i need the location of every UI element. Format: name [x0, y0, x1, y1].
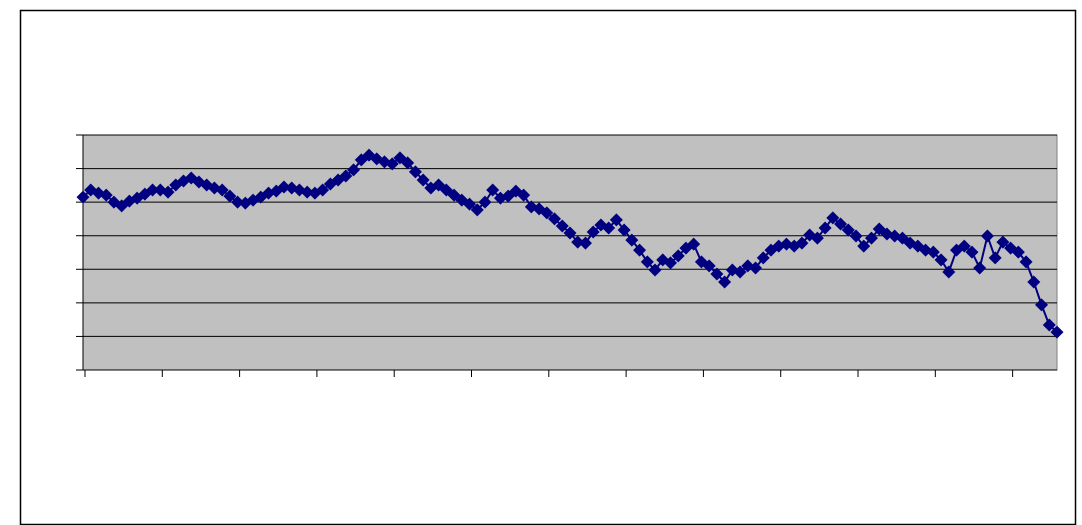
data-point: [470, 203, 484, 217]
data-point: [841, 223, 855, 237]
data-point: [1011, 245, 1025, 259]
data-point: [633, 243, 647, 257]
data-point: [347, 163, 361, 177]
data-point: [663, 256, 677, 270]
data-point: [826, 211, 840, 225]
data-point: [957, 239, 971, 253]
data-point: [756, 251, 770, 265]
data-point: [702, 259, 716, 273]
data-point: [671, 249, 685, 263]
data-point: [834, 217, 848, 231]
data-point: [246, 193, 260, 207]
data-point: [609, 213, 623, 227]
data-point: [973, 261, 987, 275]
data-point: [277, 180, 291, 194]
data-point: [555, 219, 569, 233]
data-point: [578, 236, 592, 250]
data-point: [687, 237, 701, 251]
data-point: [478, 195, 492, 209]
data-point: [749, 261, 763, 275]
data-point: [818, 221, 832, 235]
data-point: [385, 157, 399, 171]
data-point: [339, 169, 353, 183]
data-point: [501, 189, 515, 203]
data-point: [76, 190, 90, 204]
data-point: [571, 235, 585, 249]
data-point: [648, 263, 662, 277]
data-point: [617, 223, 631, 237]
data-point: [586, 225, 600, 239]
data-point: [934, 253, 948, 267]
data-point: [540, 206, 554, 220]
data-point: [810, 231, 824, 245]
data-point: [548, 212, 562, 226]
data-point: [408, 165, 422, 179]
data-point: [640, 255, 654, 269]
data-point: [223, 189, 237, 203]
data-point: [988, 251, 1002, 265]
data-point: [99, 188, 113, 202]
data-point: [1050, 325, 1064, 339]
data-point: [710, 267, 724, 281]
data-point: [926, 245, 940, 259]
data-point: [849, 229, 863, 243]
data-point: [942, 265, 956, 279]
data-point: [231, 195, 245, 209]
data-point: [602, 221, 616, 235]
data-point: [1019, 255, 1033, 269]
data-point: [1027, 275, 1041, 289]
plot-area: [82, 134, 1058, 371]
data-point: [463, 197, 477, 211]
data-point: [215, 183, 229, 197]
data-point: [718, 275, 732, 289]
data-point: [517, 188, 531, 202]
data-point: [563, 226, 577, 240]
data-point: [625, 233, 639, 247]
data-point: [857, 239, 871, 253]
data-point: [316, 183, 330, 197]
data-point: [401, 156, 415, 170]
data-point: [416, 173, 430, 187]
data-point: [996, 235, 1010, 249]
data-point: [965, 245, 979, 259]
data-point: [864, 231, 878, 245]
data-point: [300, 185, 314, 199]
data-point: [1042, 318, 1056, 332]
data-point: [486, 183, 500, 197]
data-point: [795, 236, 809, 250]
data-point: [146, 183, 160, 197]
data-point: [733, 265, 747, 279]
data-point: [1035, 298, 1049, 312]
data-point: [980, 229, 994, 243]
data-point: [161, 185, 175, 199]
